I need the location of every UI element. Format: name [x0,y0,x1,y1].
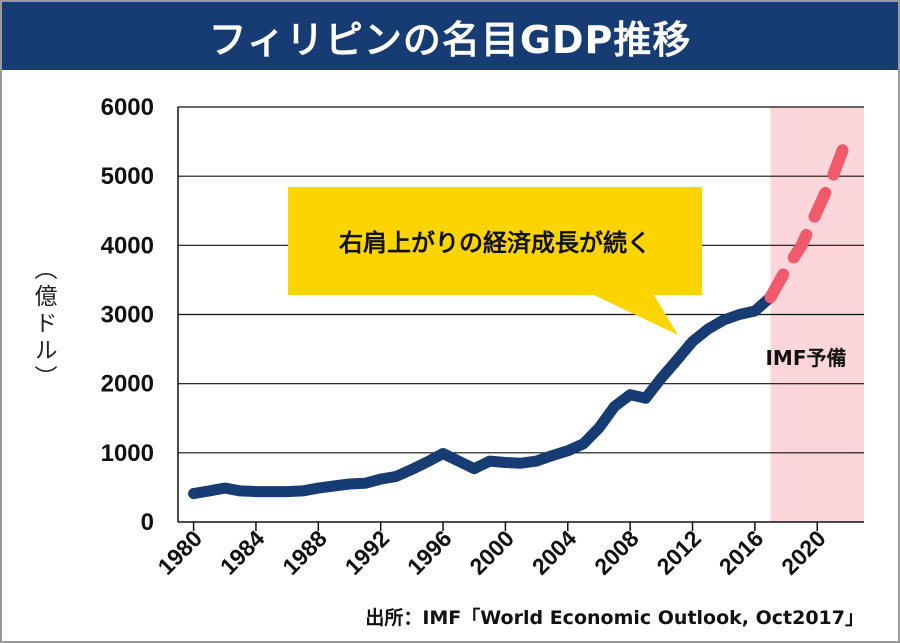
x-tick-label: 1984 [215,525,270,580]
series-line-forecast [764,128,855,304]
x-tick-label: 1996 [402,525,457,580]
title-bar: フィリピンの名目GDP推移 [2,2,898,70]
x-tick-label: 1988 [277,525,332,580]
y-axis-label: （億ドル） [30,257,56,392]
y-tick-label: 6000 [101,94,154,121]
x-tick-label: 2000 [464,525,519,580]
y-tick-label: 5000 [101,163,154,190]
x-tick-label: 1980 [153,525,208,580]
x-tick-label: 1992 [340,525,395,580]
y-tick-label: 0 [141,509,154,536]
x-tick-label: 2020 [776,525,831,580]
y-tick-label: 1000 [101,440,154,467]
x-tick-label: 2008 [589,525,644,580]
x-tick-label: 2012 [651,525,706,580]
y-tick-label: 3000 [101,302,154,329]
series-line-actual [188,291,776,500]
callout-box [288,187,702,335]
source-note: 出所：IMF「World Economic Outlook, Oct2017」 [365,607,864,629]
forecast-label: IMF予備 [765,346,847,370]
callout-text: 右肩上がりの経済成長が続く [339,228,651,257]
x-tick-label: 2016 [714,525,769,580]
y-tick-label: 4000 [101,232,154,259]
x-tick-label: 2004 [527,525,582,580]
y-tick-label: 2000 [101,371,154,398]
chart-title: フィリピンの名目GDP推移 [208,17,692,62]
